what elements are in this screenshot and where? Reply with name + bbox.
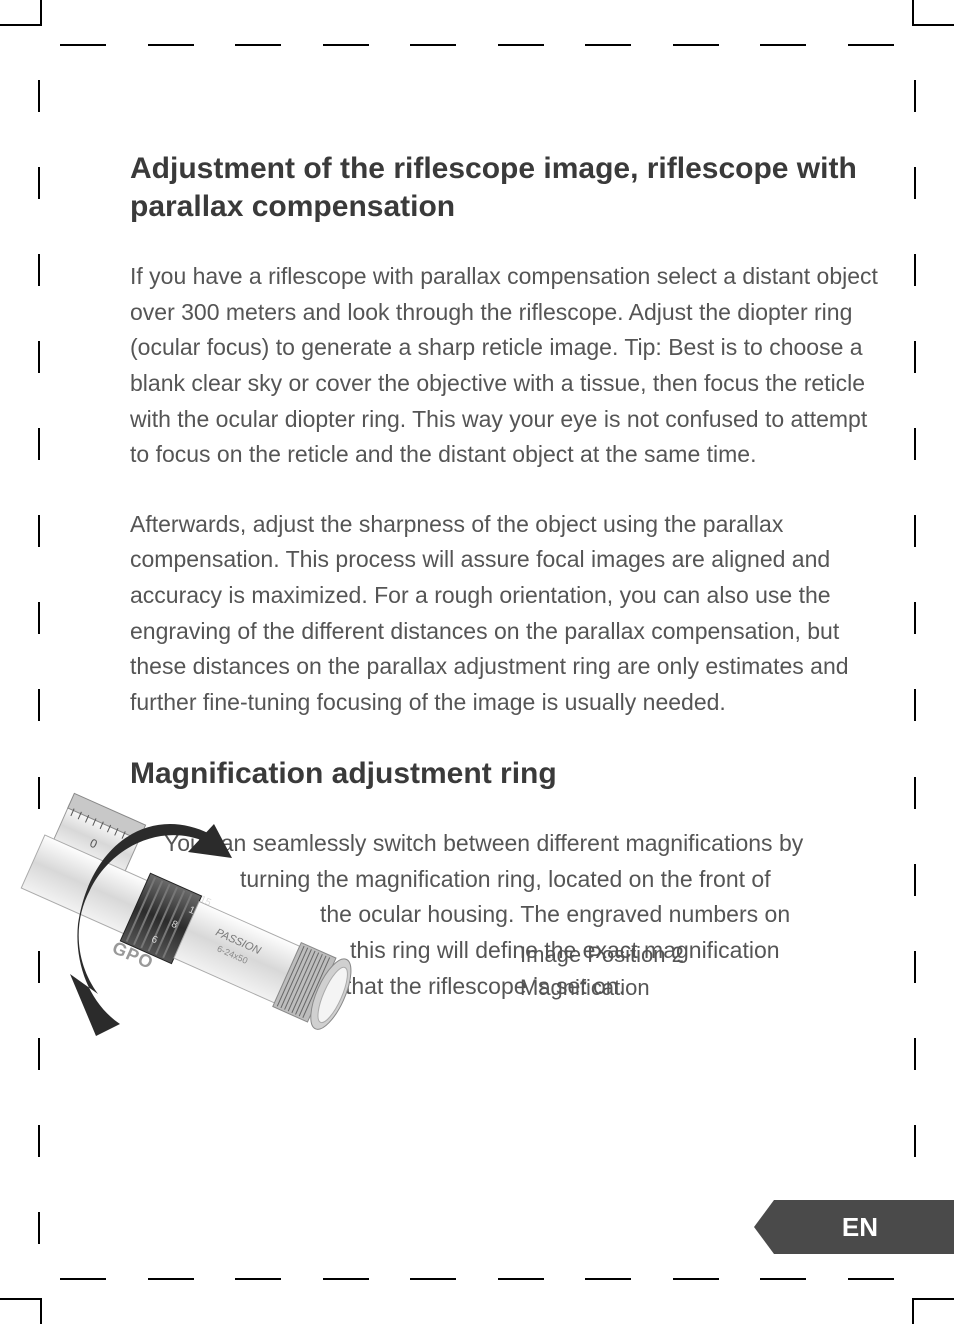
image-caption: Image Position 2 Magnification	[520, 938, 684, 1004]
riflescope-illustration: 0 15 12 8 6	[0, 724, 360, 1094]
section1-para2: Afterwards, adjust the sharpness of the …	[130, 507, 884, 721]
language-code: EN	[842, 1212, 878, 1243]
caption-line-1: Image Position 2	[520, 942, 684, 967]
page-content: Adjustment of the riflescope image, rifl…	[130, 150, 884, 1224]
language-tab: EN	[774, 1200, 954, 1254]
section1-para1: If you have a riflescope with parallax c…	[130, 259, 884, 473]
section1-heading: Adjustment of the riflescope image, rifl…	[130, 150, 884, 225]
caption-line-2: Magnification	[520, 975, 650, 1000]
